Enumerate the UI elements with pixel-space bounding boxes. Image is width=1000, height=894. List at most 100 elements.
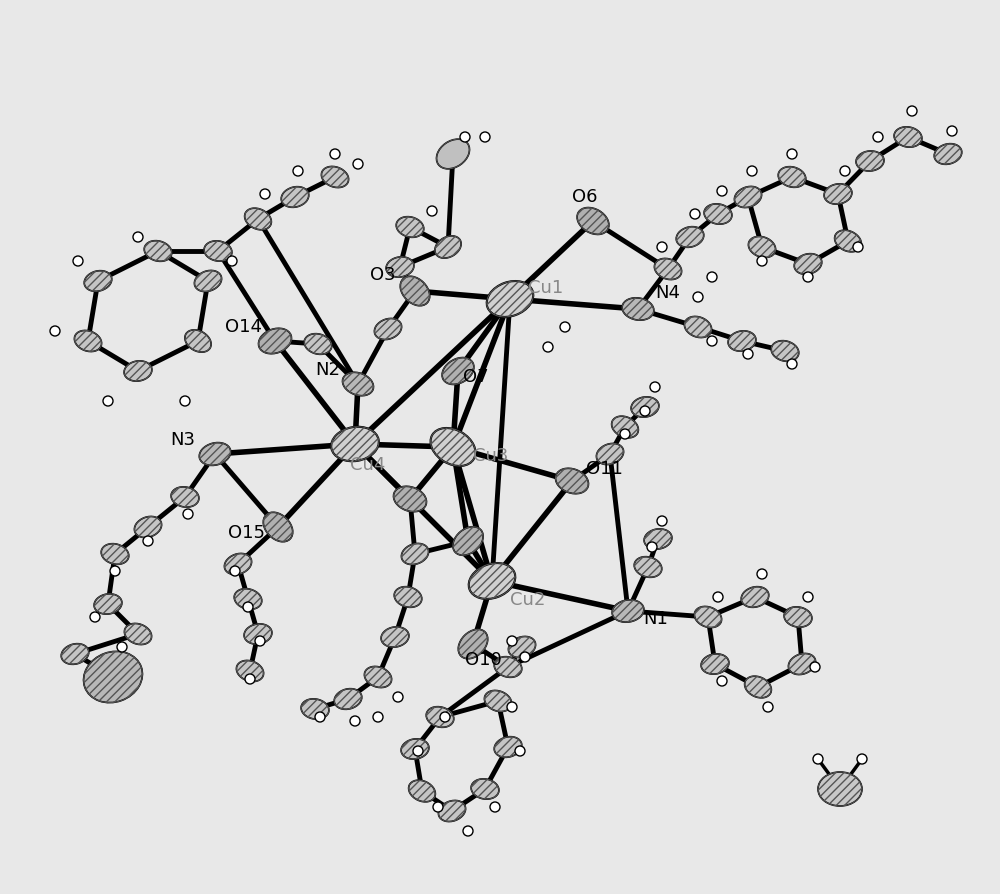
Text: O7: O7 [463, 367, 489, 385]
Ellipse shape [453, 527, 483, 556]
Circle shape [763, 702, 773, 713]
Circle shape [520, 653, 530, 662]
Ellipse shape [343, 373, 373, 396]
Circle shape [717, 676, 727, 687]
Circle shape [440, 713, 450, 722]
Ellipse shape [694, 607, 722, 628]
Circle shape [427, 207, 437, 216]
Circle shape [243, 603, 253, 612]
Ellipse shape [331, 427, 379, 461]
Ellipse shape [236, 661, 264, 682]
Ellipse shape [171, 487, 199, 508]
Circle shape [460, 133, 470, 143]
Circle shape [413, 746, 423, 756]
Circle shape [315, 713, 325, 722]
Circle shape [810, 662, 820, 672]
Ellipse shape [835, 231, 861, 252]
Circle shape [947, 127, 957, 137]
Ellipse shape [185, 331, 211, 353]
Ellipse shape [204, 241, 232, 262]
Ellipse shape [259, 329, 291, 354]
Circle shape [260, 190, 270, 199]
Circle shape [180, 397, 190, 407]
Circle shape [873, 133, 883, 143]
Circle shape [117, 642, 127, 653]
Text: N4: N4 [656, 283, 680, 301]
Circle shape [693, 292, 703, 303]
Circle shape [230, 567, 240, 577]
Ellipse shape [771, 342, 799, 362]
Circle shape [853, 243, 863, 253]
Ellipse shape [634, 557, 662, 578]
Text: O14: O14 [225, 317, 262, 335]
Circle shape [490, 802, 500, 812]
Ellipse shape [199, 443, 231, 466]
Circle shape [350, 716, 360, 726]
Circle shape [787, 150, 797, 160]
Ellipse shape [374, 319, 402, 340]
Circle shape [103, 397, 113, 407]
Ellipse shape [224, 554, 252, 575]
Ellipse shape [654, 259, 682, 280]
Circle shape [707, 337, 717, 347]
Text: Cu2: Cu2 [510, 590, 545, 608]
Circle shape [647, 543, 657, 552]
Ellipse shape [856, 152, 884, 172]
Ellipse shape [431, 428, 475, 467]
Ellipse shape [487, 282, 533, 317]
Circle shape [393, 692, 403, 702]
Circle shape [787, 359, 797, 369]
Circle shape [373, 713, 383, 722]
Ellipse shape [394, 587, 422, 608]
Circle shape [507, 637, 517, 646]
Ellipse shape [734, 187, 762, 208]
Ellipse shape [494, 657, 522, 678]
Ellipse shape [409, 780, 435, 802]
Circle shape [813, 755, 823, 764]
Circle shape [717, 187, 727, 197]
Circle shape [227, 257, 237, 266]
Ellipse shape [442, 358, 474, 385]
Circle shape [433, 802, 443, 812]
Circle shape [803, 593, 813, 603]
Ellipse shape [364, 667, 392, 687]
Ellipse shape [438, 800, 466, 822]
Ellipse shape [556, 468, 588, 494]
Ellipse shape [194, 271, 222, 292]
Circle shape [747, 167, 757, 177]
Ellipse shape [426, 707, 454, 728]
Text: N1: N1 [644, 610, 668, 628]
Ellipse shape [596, 444, 624, 465]
Text: Cu3: Cu3 [473, 446, 508, 465]
Ellipse shape [396, 217, 424, 238]
Ellipse shape [934, 145, 962, 165]
Text: O3: O3 [370, 266, 396, 283]
Ellipse shape [622, 299, 654, 321]
Circle shape [743, 350, 753, 359]
Ellipse shape [471, 779, 499, 799]
Ellipse shape [94, 595, 122, 614]
Text: O6: O6 [572, 188, 598, 206]
Circle shape [543, 342, 553, 352]
Ellipse shape [281, 188, 309, 208]
Ellipse shape [612, 417, 638, 438]
Circle shape [480, 133, 490, 143]
Ellipse shape [381, 628, 409, 647]
Circle shape [463, 826, 473, 836]
Circle shape [803, 273, 813, 283]
Circle shape [907, 107, 917, 117]
Ellipse shape [794, 255, 822, 275]
Ellipse shape [84, 272, 112, 292]
Ellipse shape [824, 185, 852, 205]
Text: N2: N2 [316, 360, 341, 378]
Ellipse shape [124, 624, 152, 645]
Ellipse shape [644, 529, 672, 550]
Ellipse shape [101, 544, 129, 565]
Text: O11: O11 [586, 460, 622, 477]
Ellipse shape [728, 332, 756, 351]
Ellipse shape [612, 600, 644, 622]
Ellipse shape [631, 398, 659, 417]
Ellipse shape [234, 589, 262, 610]
Text: Cu1: Cu1 [528, 279, 563, 297]
Ellipse shape [701, 654, 729, 674]
